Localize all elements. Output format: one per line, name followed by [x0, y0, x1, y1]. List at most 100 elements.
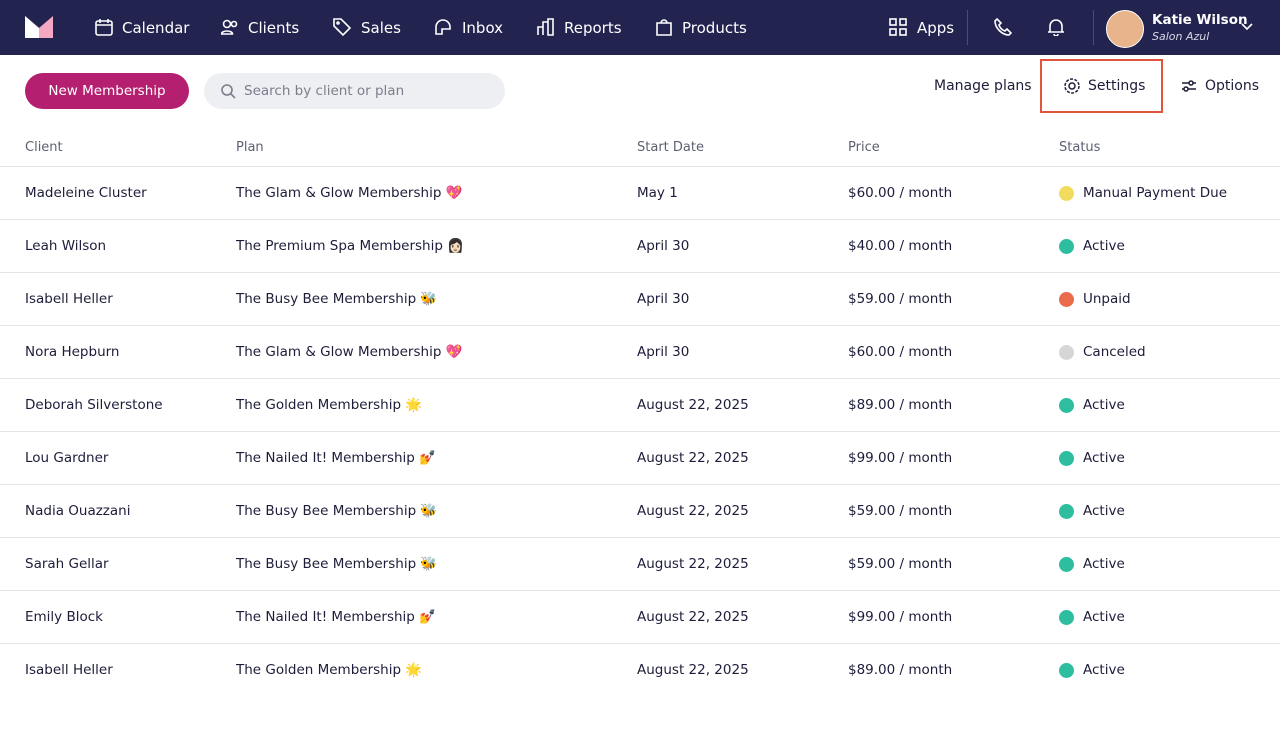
- settings-button[interactable]: Settings: [1088, 78, 1146, 94]
- price: $60.00 / month: [848, 185, 953, 201]
- status: Active: [1083, 503, 1125, 519]
- phone-icon[interactable]: [994, 18, 1012, 36]
- price: $40.00 / month: [848, 238, 953, 254]
- price: $59.00 / month: [848, 503, 953, 519]
- nav-sales[interactable]: Sales: [361, 19, 401, 37]
- price: $99.00 / month: [848, 450, 953, 466]
- client: Isabell Heller: [25, 662, 113, 678]
- status: Active: [1083, 397, 1125, 413]
- user-menu-chevron[interactable]: [1240, 22, 1254, 32]
- apps-icon: [889, 18, 907, 36]
- status-dot: [1059, 186, 1074, 201]
- options-icon: [1182, 80, 1196, 92]
- status: Canceled: [1083, 344, 1146, 360]
- table-row[interactable]: Leah Wilson The Premium Spa Membership 👩🏻…: [0, 219, 1280, 273]
- column-header[interactable]: Plan: [236, 140, 264, 155]
- start-date: August 22, 2025: [637, 450, 749, 466]
- nav-apps[interactable]: Apps: [917, 19, 955, 37]
- client: Sarah Gellar: [25, 556, 109, 572]
- status: Unpaid: [1083, 291, 1131, 307]
- logo[interactable]: [25, 16, 53, 38]
- plan: The Busy Bee Membership 🐝: [236, 291, 438, 307]
- search-box[interactable]: Search by client or plan: [204, 73, 505, 109]
- plan: The Premium Spa Membership 👩🏻: [236, 238, 465, 254]
- plan: The Golden Membership 🌟: [236, 662, 423, 678]
- start-date: August 22, 2025: [637, 556, 749, 572]
- settings-highlight: [1040, 59, 1163, 113]
- calendar-icon: [95, 19, 113, 36]
- status: Active: [1083, 238, 1125, 254]
- manage-plans-link[interactable]: Manage plans: [934, 78, 1032, 94]
- avatar[interactable]: [1106, 10, 1144, 48]
- nav-products[interactable]: Products: [682, 19, 747, 37]
- user-name[interactable]: Katie Wilson: [1152, 12, 1248, 28]
- table-row[interactable]: Deborah Silverstone The Golden Membership…: [0, 378, 1280, 432]
- nav-reports[interactable]: Reports: [564, 19, 622, 37]
- nav-clients[interactable]: Clients: [248, 19, 300, 37]
- table-row[interactable]: Isabell Heller The Golden Membership 🌟 Aug…: [0, 643, 1280, 697]
- status: Active: [1083, 662, 1125, 678]
- column-header[interactable]: Start Date: [637, 140, 704, 155]
- sales-icon: [333, 18, 351, 36]
- start-date: May 1: [637, 185, 678, 201]
- status: Active: [1083, 609, 1125, 625]
- client: Leah Wilson: [25, 238, 107, 254]
- settings-icon: [1064, 78, 1080, 94]
- options-button[interactable]: Options: [1205, 78, 1260, 94]
- column-header[interactable]: Client: [25, 140, 63, 155]
- status: Active: [1083, 556, 1125, 572]
- price: $60.00 / month: [848, 344, 953, 360]
- top-nav: Calendar Clients Sales Inbox Reports Pro…: [0, 0, 1280, 55]
- reports-icon: [537, 18, 554, 36]
- status-dot: [1059, 451, 1074, 466]
- client: Lou Gardner: [25, 450, 109, 466]
- separator: [1093, 10, 1094, 45]
- column-header[interactable]: Status: [1059, 140, 1101, 155]
- status-dot: [1059, 292, 1074, 307]
- table-row[interactable]: Nadia Ouazzani The Busy Bee Membership 🐝 A…: [0, 484, 1280, 538]
- bell-icon[interactable]: [1047, 18, 1065, 36]
- client: Deborah Silverstone: [25, 397, 163, 413]
- status-dot: [1059, 663, 1074, 678]
- search-placeholder: Search by client or plan: [244, 83, 405, 99]
- inbox-icon: [435, 19, 451, 35]
- client: Isabell Heller: [25, 291, 113, 307]
- start-date: August 22, 2025: [637, 662, 749, 678]
- nav-calendar[interactable]: Calendar: [122, 19, 190, 37]
- status: Manual Payment Due: [1083, 185, 1227, 201]
- clients-icon: [221, 19, 238, 35]
- status-dot: [1059, 610, 1074, 625]
- plan: The Nailed It! Membership 💅: [236, 609, 436, 625]
- client: Nadia Ouazzani: [25, 503, 131, 519]
- status-dot: [1059, 557, 1074, 572]
- client: Nora Hepburn: [25, 344, 120, 360]
- price: $89.00 / month: [848, 397, 953, 413]
- table-row[interactable]: Lou Gardner The Nailed It! Membership 💅 Au…: [0, 431, 1280, 485]
- table-row[interactable]: Nora Hepburn The Glam & Glow Membership 💖…: [0, 325, 1280, 379]
- products-icon: [656, 19, 672, 36]
- nav-inbox[interactable]: Inbox: [462, 19, 504, 37]
- client: Emily Block: [25, 609, 103, 625]
- price: $89.00 / month: [848, 662, 953, 678]
- table-row[interactable]: Madeleine Cluster The Glam & Glow Members…: [0, 166, 1280, 220]
- separator: [967, 10, 968, 45]
- table-row[interactable]: Isabell Heller The Busy Bee Membership 🐝 A…: [0, 272, 1280, 326]
- start-date: April 30: [637, 238, 690, 254]
- plan: The Nailed It! Membership 💅: [236, 450, 436, 466]
- user-business: Salon Azul: [1152, 30, 1210, 43]
- price: $99.00 / month: [848, 609, 953, 625]
- status: Active: [1083, 450, 1125, 466]
- plan: The Glam & Glow Membership 💖: [236, 344, 463, 360]
- table-row[interactable]: Emily Block The Nailed It! Membership 💅 Au…: [0, 590, 1280, 644]
- plan: The Busy Bee Membership 🐝: [236, 556, 438, 572]
- plan: The Golden Membership 🌟: [236, 397, 423, 413]
- search-icon: [221, 84, 236, 99]
- start-date: April 30: [637, 291, 690, 307]
- start-date: August 22, 2025: [637, 609, 749, 625]
- column-header[interactable]: Price: [848, 140, 880, 155]
- table-row[interactable]: Sarah Gellar The Busy Bee Membership 🐝 Aug…: [0, 537, 1280, 591]
- new-membership-button[interactable]: New Membership: [25, 73, 189, 109]
- status-dot: [1059, 504, 1074, 519]
- start-date: April 30: [637, 344, 690, 360]
